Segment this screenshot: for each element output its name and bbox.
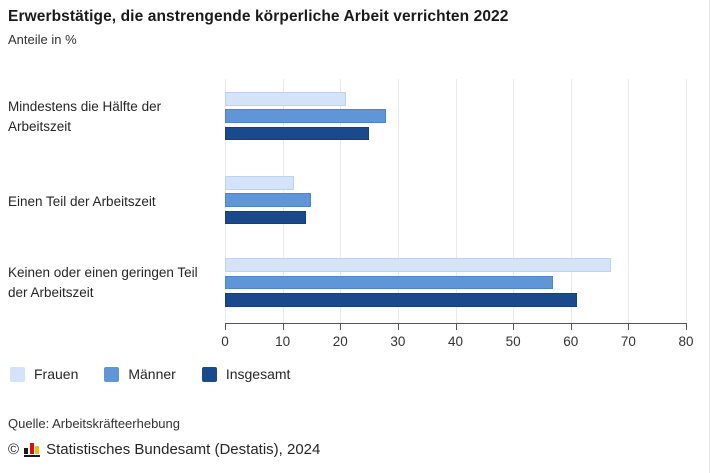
- legend-item-frauen[interactable]: Frauen: [10, 366, 78, 382]
- legend-item-maenner[interactable]: Männer: [104, 366, 176, 382]
- bar-insgesamt-group-3: [225, 293, 577, 307]
- x-tick-10: [282, 324, 284, 330]
- destatis-logo-icon: [24, 443, 41, 457]
- x-tick-60: [570, 324, 572, 330]
- gridline-60: [570, 79, 572, 323]
- gridline-40: [455, 79, 457, 323]
- category-label-half-of-worktime: Mindestens die Hälfte der Arbeitszeit: [8, 99, 162, 134]
- x-tick-80: [686, 324, 687, 330]
- bar-insgesamt-group-1: [225, 126, 370, 141]
- x-tick-label-20: 20: [332, 334, 348, 349]
- chart-subtitle: Anteile in %: [8, 32, 77, 47]
- bar-maenner-group-1: [225, 109, 387, 123]
- x-tick-label-10: 10: [275, 334, 291, 349]
- legend-swatch-maenner: [104, 366, 120, 382]
- legend-swatch-insgesamt: [201, 366, 217, 382]
- chart-title: Erwerbstätige, die anstrengende körperli…: [8, 8, 509, 25]
- x-tick-label-70: 70: [620, 334, 636, 349]
- x-tick-30: [397, 324, 399, 330]
- x-tick-label-80: 80: [678, 334, 694, 349]
- x-axis-line: [225, 323, 687, 324]
- x-tick-40: [455, 324, 457, 330]
- bar-insgesamt-group-2: [225, 210, 306, 225]
- legend: Frauen Männer Insgesamt: [10, 366, 290, 382]
- gridline-30: [397, 79, 399, 323]
- x-tick-20: [340, 324, 342, 330]
- copyright-symbol: ©: [8, 441, 20, 458]
- plot-area: [225, 79, 687, 323]
- bar-maenner-group-3: [225, 275, 554, 290]
- category-label-part-of-worktime: Einen Teil der Arbeitszeit: [8, 194, 156, 209]
- gridline-20: [340, 79, 342, 323]
- legend-swatch-frauen: [10, 366, 25, 382]
- category-label-little-or-no-worktime: Keinen oder einen geringen Teil der Arbe…: [8, 265, 198, 300]
- bar-frauen-group-3: [225, 258, 612, 272]
- x-tick-label-40: 40: [447, 334, 464, 349]
- bar-maenner-group-2: [225, 193, 312, 207]
- source-note: Quelle: Arbeitskräfteerhebung: [8, 416, 180, 431]
- bar-frauen-group-1: [225, 92, 346, 106]
- x-tick-0: [225, 324, 226, 330]
- legend-label-frauen: Frauen: [34, 366, 79, 382]
- gridline-70: [628, 79, 630, 323]
- copyright-text: Statistisches Bundesamt (Destatis), 2024: [46, 441, 321, 458]
- gridline-50: [513, 79, 515, 323]
- legend-label-insgesamt: Insgesamt: [225, 366, 291, 382]
- x-tick-label-0: 0: [221, 334, 229, 349]
- x-tick-50: [513, 324, 515, 330]
- legend-item-insgesamt[interactable]: Insgesamt: [201, 366, 291, 382]
- gridline-80: [686, 79, 687, 323]
- legend-label-maenner: Männer: [128, 366, 176, 382]
- x-tick-70: [628, 324, 630, 330]
- copyright-line: © Statistisches Bundesamt (Destatis), 20…: [8, 441, 320, 458]
- bar-frauen-group-2: [225, 176, 295, 190]
- x-tick-label-60: 60: [563, 334, 579, 349]
- x-tick-label-50: 50: [505, 334, 521, 349]
- x-tick-label-30: 30: [390, 334, 406, 349]
